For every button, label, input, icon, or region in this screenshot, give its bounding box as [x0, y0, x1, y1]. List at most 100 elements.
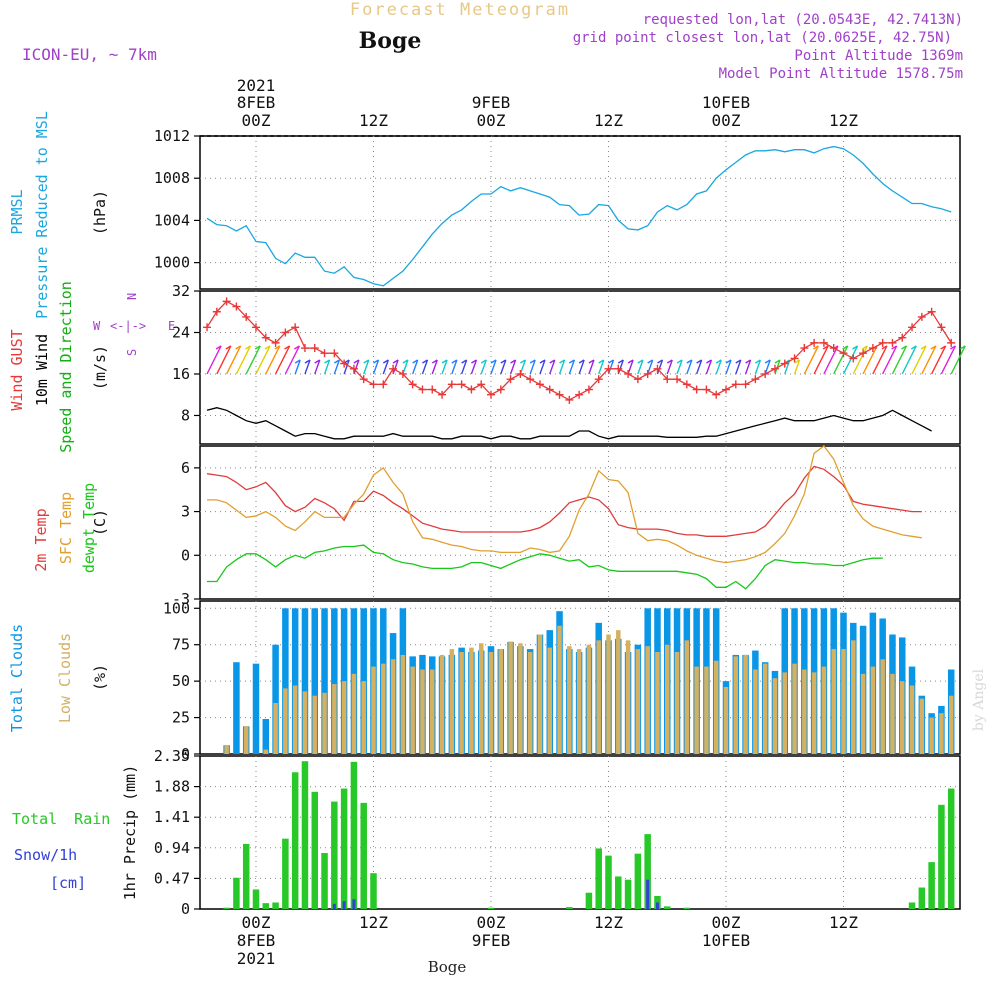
bar-low-cloud [459, 652, 464, 754]
bar-total-cloud [321, 608, 328, 754]
wind-barb-head [510, 359, 516, 364]
wind-barb [245, 345, 261, 375]
bottom-date-label: 9FEB [472, 931, 511, 950]
gust-marker [604, 364, 613, 373]
wind-barb-head [861, 345, 868, 350]
wind-barb-head [666, 359, 673, 364]
gust-marker [908, 323, 917, 332]
gust-marker [712, 390, 721, 399]
wind-barb [568, 359, 575, 375]
gust-marker [741, 380, 750, 389]
bar-low-cloud [430, 669, 435, 754]
bar-rain [340, 788, 348, 909]
gust-marker [624, 369, 633, 378]
y-tick-label: 100 [163, 599, 190, 617]
y-tick-label: 0 [181, 745, 190, 763]
gust-marker [751, 375, 760, 384]
bar-rain [301, 761, 309, 909]
bar-low-cloud [263, 749, 269, 754]
y-axis-label: (m/s) [91, 345, 109, 390]
bar-low-cloud [322, 692, 327, 754]
wind-barb-head [686, 359, 693, 364]
wind-barb-head [950, 345, 956, 350]
y-tick-label: 0 [181, 546, 190, 564]
gust-marker [859, 349, 868, 358]
bar-low-cloud [674, 652, 680, 754]
y-tick-label: -3 [172, 590, 190, 608]
gust-marker [203, 323, 212, 332]
wind-barb [715, 359, 722, 375]
bar-total-cloud [291, 608, 299, 754]
wind-barb [265, 345, 281, 375]
gust-marker [584, 385, 593, 394]
wind-barb-head [500, 359, 507, 364]
gust-marker [682, 380, 691, 389]
wind-barb [950, 345, 966, 375]
gust-marker [516, 369, 525, 378]
wind-barb [294, 359, 301, 375]
point-altitude: Point Altitude 1369m [794, 48, 963, 64]
wind-barb [343, 359, 350, 375]
top-hour-label: 00Z [477, 111, 506, 130]
gust-marker [575, 390, 584, 399]
bar-low-cloud [929, 717, 934, 754]
bar-low-cloud [371, 666, 376, 754]
wind-barb [695, 359, 703, 375]
gust-marker [379, 380, 388, 389]
bar-rain [585, 892, 593, 909]
panel-side-label: Wind GUST [8, 329, 26, 410]
wind-barb-head [696, 359, 702, 364]
bar-total-cloud [340, 608, 348, 754]
bar-rain [350, 761, 358, 909]
wind-barb [460, 359, 468, 375]
wind-barb [519, 359, 527, 375]
snow-label: Snow/1h [14, 846, 77, 864]
requested-coords: requested lon,lat (20.0543E, 42.7413N) [643, 12, 963, 28]
bar-low-cloud [723, 686, 729, 754]
bar-snow [332, 903, 336, 909]
gust-marker [800, 344, 809, 353]
bar-low-cloud [449, 649, 455, 754]
gust-marker [849, 354, 858, 363]
wind-barb-head [617, 359, 624, 364]
series-line-dewpt-temp [207, 544, 883, 590]
gust-marker [418, 385, 427, 394]
bottom-hour-label: 12Z [829, 913, 858, 932]
bar-low-cloud [645, 646, 650, 754]
wind-barb [255, 345, 271, 375]
wind-barb [441, 359, 448, 375]
gust-marker [212, 307, 221, 316]
bar-low-cloud [439, 654, 445, 754]
bottom-hour-label: 00Z [712, 913, 741, 932]
y-axis-label: (hPa) [91, 190, 109, 235]
bar-low-cloud [390, 659, 396, 754]
bar-low-cloud [939, 713, 944, 754]
y-tick-label: 0 [181, 900, 190, 918]
series-line-10m-wind [206, 407, 932, 440]
bar-total-cloud [233, 662, 240, 754]
bar-low-cloud [606, 634, 611, 754]
y-tick-label: 1.41 [154, 808, 190, 826]
y-tick-label: 0.47 [154, 869, 190, 887]
bar-low-cloud [400, 654, 406, 754]
wind-barb [539, 359, 546, 375]
wind-barb [607, 359, 615, 375]
bottom-hour-label: 12Z [594, 913, 623, 932]
gust-marker [398, 369, 407, 378]
wind-barb-head [588, 359, 595, 364]
wind-barb [784, 359, 791, 375]
wind-barb [940, 345, 957, 375]
wind-barb [666, 359, 673, 375]
bar-low-cloud [870, 666, 876, 754]
wind-barb [882, 345, 898, 375]
top-hour-label: 12Z [359, 111, 388, 130]
wind-barb-head [647, 359, 654, 364]
wind-barb-head [549, 359, 556, 364]
wind-barb-head [745, 359, 751, 364]
wind-barb-head [304, 359, 311, 364]
gust-marker [222, 297, 231, 306]
gust-marker [506, 375, 515, 384]
wind-barb-head [706, 359, 712, 364]
